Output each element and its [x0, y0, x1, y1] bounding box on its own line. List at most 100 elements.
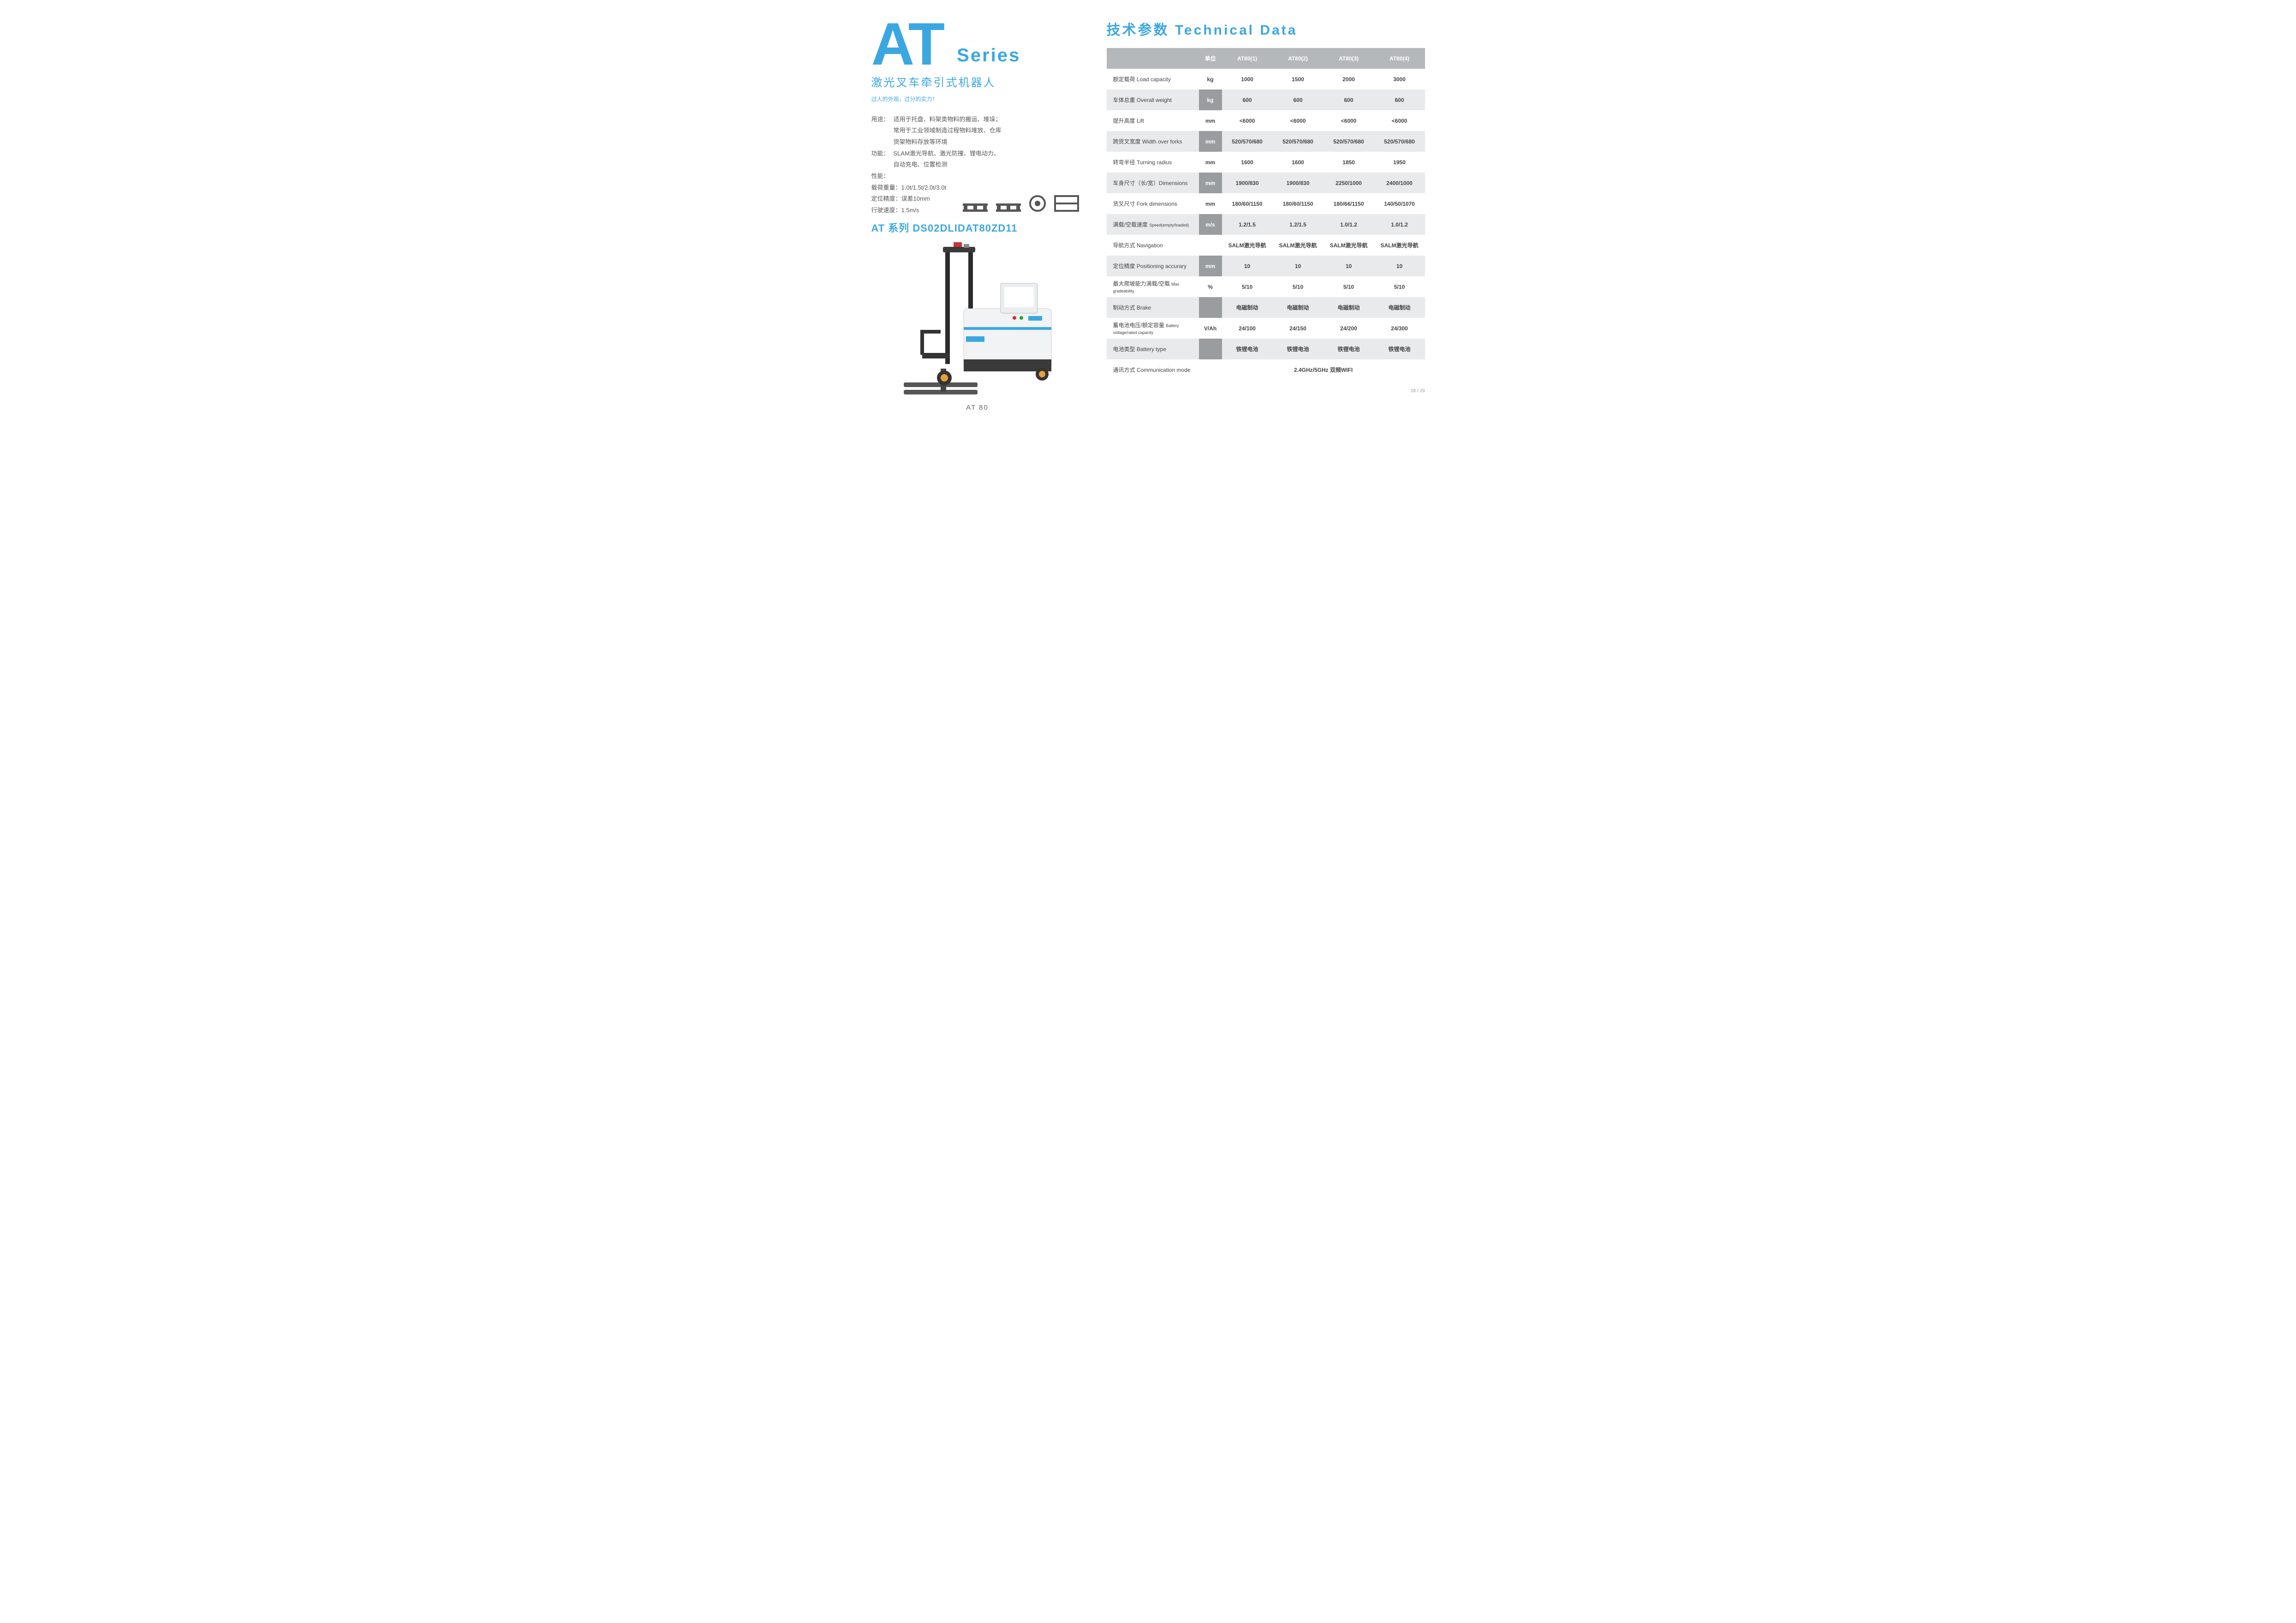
table-row: 车身尺寸（长/宽）Dimensionsmm1900/8301900/830225…	[1107, 173, 1425, 193]
table-row: 制动方式 Brake电磁制动电磁制动电磁制动电磁制动	[1107, 297, 1425, 318]
row-value: 10	[1374, 256, 1425, 276]
roll-icon	[1029, 195, 1046, 212]
table-row: 满载/空载速度 Speed(empty/loaded)m/s1.2/1.51.2…	[1107, 214, 1425, 235]
row-label: 导航方式 Navigation	[1107, 235, 1199, 256]
series-code: AT	[871, 18, 943, 70]
row-unit: mm	[1199, 256, 1222, 276]
tech-table: 单位 AT80(1) AT80(2) AT80(3) AT80(4) 额定载荷 …	[1107, 48, 1425, 380]
table-row: 蓄电池电压/额定容量 Battery voltage/rated capacit…	[1107, 318, 1425, 339]
row-value: 5/10	[1324, 276, 1374, 297]
tech-title: 技术参数 Technical Data	[1107, 18, 1425, 39]
row-label: 最大爬坡能力满载/空载 Max gradeability	[1107, 276, 1199, 297]
row-label: 定位精度 Positioning accurary	[1107, 256, 1199, 276]
table-row: 车体总重 Overall weightkg600600600600	[1107, 90, 1425, 110]
perf-label: 性能：	[871, 171, 1084, 182]
row-value: <6000	[1374, 110, 1425, 131]
row-value: 电磁制动	[1273, 297, 1324, 318]
row-value: 24/100	[1222, 318, 1273, 339]
row-value: 180/60/1150	[1273, 193, 1324, 214]
row-value: 铁锂电池	[1273, 339, 1324, 359]
row-value: 520/570/680	[1324, 131, 1374, 152]
col-header: AT80(3)	[1324, 48, 1374, 69]
row-value: 5/10	[1273, 276, 1324, 297]
table-row: 提升高度 Liftmm<6000<6000<6000<6000	[1107, 110, 1425, 131]
row-value: 520/570/680	[1374, 131, 1425, 152]
model-title: AT 系列 DS02DLIDAT80ZD11	[871, 220, 1084, 235]
row-value: <6000	[1273, 110, 1324, 131]
row-value: SALM激光导航	[1324, 235, 1374, 256]
row-value: 10	[1222, 256, 1273, 276]
tagline: 过人的外观，过分的实力！	[871, 95, 1084, 103]
row-value: 3000	[1374, 69, 1425, 90]
row-label: 满载/空载速度 Speed(empty/loaded)	[1107, 214, 1199, 235]
speed-val: 1.5m/s	[901, 207, 919, 214]
row-value: 电磁制动	[1324, 297, 1374, 318]
row-value: 1600	[1273, 152, 1324, 173]
row-label: 提升高度 Lift	[1107, 110, 1199, 131]
row-label: 电池类型 Battery type	[1107, 339, 1199, 359]
row-unit: mm	[1199, 152, 1222, 173]
pos-label: 定位精度：	[871, 195, 901, 202]
speed-label: 行驶速度：	[871, 207, 901, 214]
table-row: 转弯半径 Turning radiusmm1600160018501950	[1107, 152, 1425, 173]
row-value: <6000	[1222, 110, 1273, 131]
product-image	[895, 239, 1061, 401]
row-unit: V/Ah	[1199, 318, 1222, 339]
row-unit: %	[1199, 276, 1222, 297]
row-value: 180/66/1150	[1324, 193, 1374, 214]
table-row: 定位精度 Positioning accurarymm10101010	[1107, 256, 1425, 276]
usage-line: 常用于工业领域制造过程物料堆放、仓库	[871, 125, 1084, 137]
row-value: 10	[1273, 256, 1324, 276]
usage-label: 用途：	[871, 114, 894, 125]
row-value: 24/200	[1324, 318, 1374, 339]
series-title: AT Series	[871, 18, 1084, 70]
subtitle: 激光叉车牵引式机器人	[871, 73, 1084, 90]
table-row: 最大爬坡能力满载/空载 Max gradeability%5/105/105/1…	[1107, 276, 1425, 297]
row-value: 1900/830	[1222, 173, 1273, 193]
table-row: 通讯方式 Communication mode 2.4GHz/5GHz 双频WI…	[1107, 359, 1425, 380]
row-unit	[1199, 297, 1222, 318]
product-caption: AT 80	[871, 404, 1084, 412]
row-value: 520/570/680	[1273, 131, 1324, 152]
load-val: 1.0t/1.5t/2.0t/3.0t	[901, 184, 947, 191]
row-value: 1600	[1222, 152, 1273, 173]
row-value: 1950	[1374, 152, 1425, 173]
table-row: 电池类型 Battery type铁锂电池铁锂电池铁锂电池铁锂电池	[1107, 339, 1425, 359]
row-value: 电磁制动	[1222, 297, 1273, 318]
row-value: 600	[1222, 90, 1273, 110]
row-unit: kg	[1199, 90, 1222, 110]
row-unit: mm	[1199, 173, 1222, 193]
row-value: 600	[1324, 90, 1374, 110]
row-value: 600	[1374, 90, 1425, 110]
row-value: 铁锂电池	[1222, 339, 1273, 359]
col-header: AT80(2)	[1273, 48, 1324, 69]
row-value: 1.0/1.2	[1324, 214, 1374, 235]
row-value: 2250/1000	[1324, 173, 1374, 193]
row-value: 10	[1324, 256, 1374, 276]
rack-icon	[1054, 195, 1079, 212]
row-unit: m/s	[1199, 214, 1222, 235]
row-label: 跨货叉宽度 Width over forks	[1107, 131, 1199, 152]
row-value: 1.0/1.2	[1374, 214, 1425, 235]
header-unit: 单位	[1199, 48, 1222, 69]
table-row: 额定载荷 Load capacitykg1000150020003000	[1107, 69, 1425, 90]
row-label: 蓄电池电压/额定容量 Battery voltage/rated capacit…	[1107, 318, 1199, 339]
row-unit: mm	[1199, 131, 1222, 152]
row-value: 1.2/1.5	[1273, 214, 1324, 235]
row-label: 转弯半径 Turning radius	[1107, 152, 1199, 173]
row-value: 铁锂电池	[1324, 339, 1374, 359]
usage-line: 适用于托盘、料架类物料的搬运、堆垛；	[894, 114, 1084, 125]
row-unit	[1199, 235, 1222, 256]
row-value: 24/150	[1273, 318, 1324, 339]
pallet-icon	[963, 203, 988, 212]
table-row: 导航方式 NavigationSALM激光导航SALM激光导航SALM激光导航S…	[1107, 235, 1425, 256]
row-unit: mm	[1199, 110, 1222, 131]
usage-line: 货架物料存放等环境	[871, 137, 1084, 148]
table-row: 跨货叉宽度 Width over forksmm520/570/680520/5…	[1107, 131, 1425, 152]
page-number: 28 / 29	[1107, 388, 1425, 394]
row-value: 180/60/1150	[1222, 193, 1273, 214]
row-value: 1500	[1273, 69, 1324, 90]
row-unit: mm	[1199, 193, 1222, 214]
row-label: 货叉尺寸 Fork dimensions	[1107, 193, 1199, 214]
series-word: Series	[957, 45, 1020, 70]
